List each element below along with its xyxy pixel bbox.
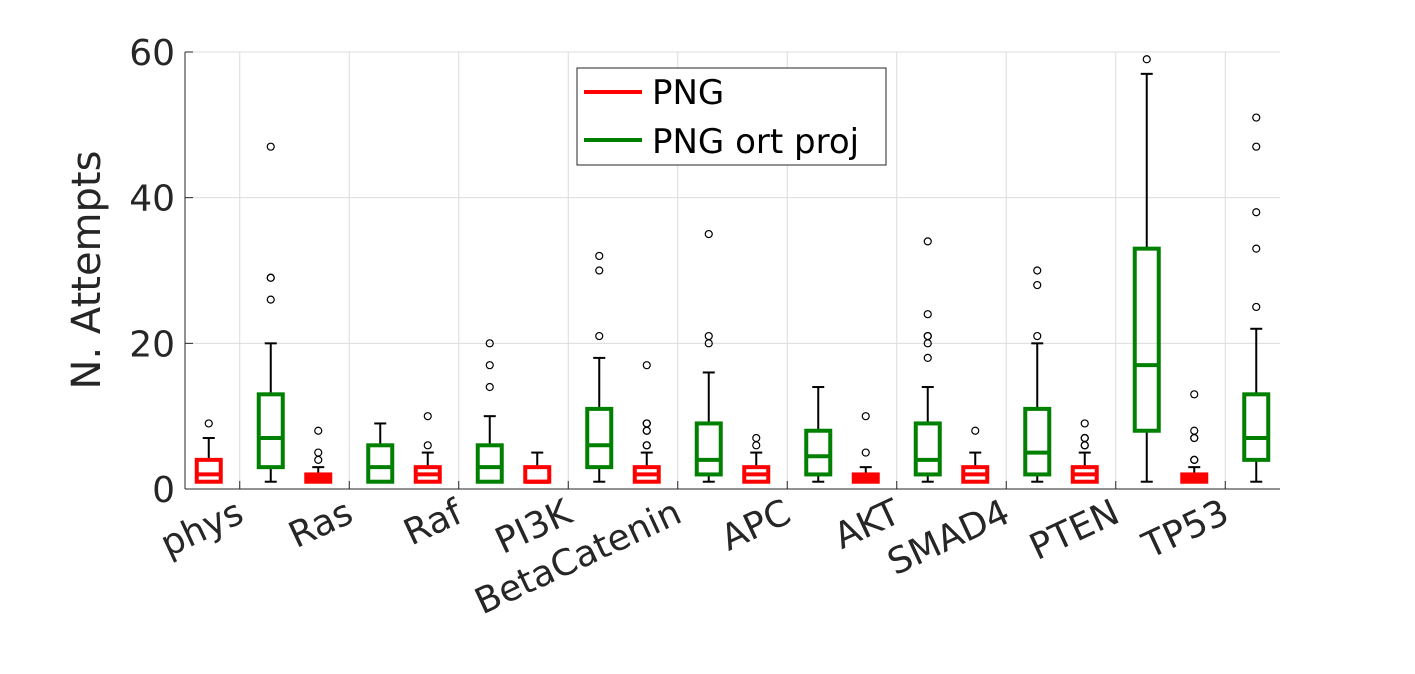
box-iqr: [194, 457, 223, 484]
outlier-point: [704, 331, 713, 341]
box-png-ort-proj-betacatenin: [694, 229, 723, 483]
outlier-point: [1190, 390, 1199, 399]
y-tick-label-60: 60: [129, 33, 175, 74]
y-tick-label-40: 40: [129, 179, 175, 220]
legend-label-png-ort-proj: PNG ort proj: [652, 122, 859, 162]
box-png-ort-proj-akt: [913, 237, 942, 483]
box-png-phys: [194, 419, 223, 484]
box-png-smad4: [961, 426, 990, 484]
box-iqr: [585, 406, 614, 470]
outlier-point: [485, 361, 494, 370]
box-iqr: [1242, 392, 1271, 462]
outlier-point: [595, 266, 604, 275]
outlier-point: [971, 426, 980, 435]
outlier-point: [642, 361, 651, 370]
legend: PNG PNG ort proj: [576, 67, 887, 166]
category-label-pten: PTEN: [1024, 492, 1126, 569]
box-iqr: [804, 428, 833, 477]
box-iqr: [913, 421, 942, 477]
box-png-apc: [742, 433, 771, 484]
outlier-point: [266, 273, 275, 282]
box-png-ort-proj-phys: [256, 142, 285, 483]
outlier-point: [1033, 280, 1042, 290]
outlier-point: [642, 441, 651, 450]
box-iqr: [523, 465, 552, 484]
outlier-point: [485, 339, 494, 348]
outlier-point: [1190, 455, 1199, 464]
outlier-point: [204, 419, 213, 428]
y-axis-label: N. Attempts: [64, 151, 110, 390]
outlier-point: [1252, 244, 1261, 253]
outlier-point: [861, 448, 870, 457]
box-png-ort-proj-apc: [804, 386, 833, 483]
category-label-ras: Ras: [283, 492, 359, 557]
box-iqr: [256, 392, 285, 470]
outlier-point: [1080, 433, 1089, 443]
outlier-point: [923, 331, 932, 341]
outlier-point: [266, 142, 275, 151]
outlier-point: [923, 353, 932, 362]
outlier-point: [861, 412, 870, 421]
outlier-point: [595, 251, 604, 261]
box-png-ort-proj-smad4: [1023, 266, 1052, 483]
outlier-point: [1190, 433, 1199, 443]
outlier-point: [923, 237, 932, 246]
category-label-betacatenin: BetaCatenin: [469, 492, 688, 623]
outlier-point: [923, 310, 932, 319]
y-tick-label-20: 20: [129, 324, 175, 365]
box-png-betacatenin: [632, 361, 661, 484]
outlier-point: [642, 419, 651, 428]
box-png-pten: [1070, 419, 1099, 484]
legend-label-png: PNG: [652, 73, 724, 113]
outlier-point: [752, 433, 761, 443]
outlier-point: [1033, 266, 1042, 275]
outlier-point: [266, 295, 275, 304]
outlier-point: [1080, 419, 1089, 428]
box-iqr: [694, 421, 723, 477]
outlier-point: [1033, 331, 1042, 341]
outlier-point: [1252, 208, 1261, 217]
y-tick-labels: 0 20 40 60: [129, 33, 175, 511]
category-label-tp53: TP53: [1136, 492, 1235, 567]
outlier-point: [1252, 302, 1261, 312]
outlier-point: [595, 331, 604, 341]
outlier-point: [704, 229, 713, 239]
box-png-ort-proj-ras: [366, 422, 395, 484]
box-png-akt: [851, 412, 880, 484]
box-iqr: [475, 443, 504, 484]
outlier-point: [423, 441, 432, 450]
outlier-point: [314, 455, 323, 464]
outlier-point: [1080, 441, 1089, 450]
outlier-point: [1252, 113, 1261, 122]
boxes: [194, 55, 1271, 484]
box-png-ort-proj-pten: [1132, 55, 1161, 483]
category-label-smad4: SMAD4: [882, 492, 1016, 584]
outlier-point: [1190, 426, 1199, 435]
y-tick-label-0: 0: [152, 470, 175, 511]
box-png-pi3k: [523, 451, 552, 484]
box-png-raf: [413, 412, 442, 484]
outlier-point: [1252, 142, 1261, 151]
legend-box: [576, 67, 887, 166]
outlier-point: [314, 426, 323, 435]
box-iqr: [1023, 406, 1052, 477]
box-png-ort-proj-raf: [475, 339, 504, 484]
box-png-ort-proj-tp53: [1242, 113, 1271, 483]
outlier-point: [752, 441, 761, 450]
box-png-tp53: [1180, 390, 1209, 484]
box-iqr: [366, 443, 395, 484]
category-label-raf: Raf: [398, 491, 470, 554]
outlier-point: [1142, 55, 1151, 64]
outlier-point: [314, 448, 323, 457]
outlier-point: [423, 412, 432, 421]
box-png-ort-proj-pi3k: [585, 251, 614, 483]
outlier-point: [485, 382, 494, 392]
category-label-apc: APC: [715, 492, 797, 559]
box-iqr: [1132, 246, 1161, 433]
outlier-point: [642, 426, 651, 435]
box-png-ras: [304, 426, 333, 484]
